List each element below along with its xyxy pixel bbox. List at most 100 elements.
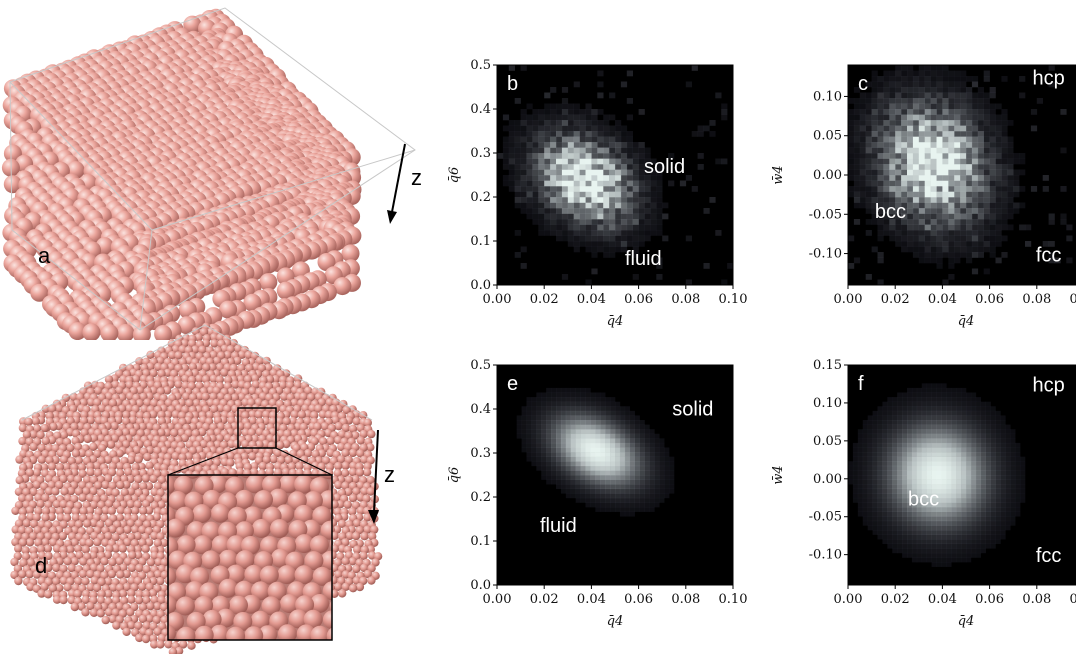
sphere <box>86 583 95 592</box>
panel-letter-c: c <box>858 73 868 95</box>
sphere <box>171 410 180 419</box>
sphere <box>73 442 83 452</box>
sphere <box>223 350 232 360</box>
inset-sphere <box>280 594 299 614</box>
sphere <box>132 445 141 455</box>
sphere <box>362 494 371 503</box>
sphere <box>22 430 32 439</box>
y-tick-label: 0.00 <box>813 472 842 487</box>
sphere <box>348 557 357 566</box>
sphere <box>122 627 131 636</box>
sphere <box>100 602 109 612</box>
sphere <box>255 428 264 437</box>
sphere <box>367 429 376 439</box>
sphere <box>78 469 87 478</box>
sphere <box>187 641 196 650</box>
sphere <box>123 525 132 534</box>
sphere <box>135 633 144 643</box>
sphere <box>281 467 291 477</box>
sphere <box>231 380 240 389</box>
sphere <box>181 374 190 384</box>
sphere <box>47 462 57 471</box>
sphere <box>347 571 356 580</box>
inset-sphere <box>176 535 196 555</box>
sphere <box>127 576 136 585</box>
sphere <box>359 563 369 573</box>
inset-sphere <box>251 519 271 538</box>
y-tick-label: 0.00 <box>813 168 842 183</box>
sphere <box>179 640 188 649</box>
sphere <box>101 506 110 515</box>
sphere <box>348 584 358 593</box>
sphere <box>103 550 113 560</box>
annotation-bcc: bcc <box>875 201 906 223</box>
inset-sphere <box>279 475 299 494</box>
inset-sphere <box>254 551 274 571</box>
inset-sphere <box>312 506 332 526</box>
inset-sphere <box>168 582 186 602</box>
sphere <box>134 596 144 605</box>
inset-sphere <box>321 475 332 480</box>
sphere <box>18 423 28 433</box>
x-tick-label: 0.04 <box>577 592 606 607</box>
sphere <box>115 513 125 522</box>
x-tick-label: 0.06 <box>975 292 1004 307</box>
sphere <box>44 474 54 483</box>
sphere <box>264 363 273 372</box>
inset-sphere <box>244 626 264 640</box>
sphere <box>249 467 259 477</box>
chart-f: 0.00 0.02 0.04 0.06 0.08 0.10 0.15 0.10 0.05 0.00… <box>771 358 1076 629</box>
sphere <box>76 422 85 431</box>
sphere <box>206 398 215 408</box>
sphere <box>209 333 219 342</box>
sphere <box>134 621 143 630</box>
sphere <box>58 411 67 421</box>
x-tick-label: 0.10 <box>1070 592 1076 607</box>
sphere <box>40 582 49 591</box>
sphere <box>366 456 375 465</box>
y-tick-label: 0.4 <box>470 402 491 417</box>
sphere <box>118 589 128 598</box>
sphere <box>86 569 95 579</box>
sphere <box>81 545 91 554</box>
heatmap-cells <box>516 387 675 517</box>
heatmap-cells <box>848 65 1073 286</box>
sphere <box>359 429 368 439</box>
sphere <box>32 480 41 490</box>
sphere <box>81 608 90 617</box>
inset-sphere <box>294 565 314 585</box>
sphere <box>241 428 250 437</box>
sphere <box>192 457 201 467</box>
sphere <box>67 563 77 573</box>
sphere <box>59 474 68 484</box>
sphere <box>19 558 28 568</box>
annotation-bcc: bcc <box>908 488 939 510</box>
sphere <box>25 506 34 515</box>
sphere <box>187 375 197 385</box>
sphere <box>150 531 159 540</box>
x-tick-label: 0.02 <box>881 292 910 307</box>
sphere <box>156 576 165 586</box>
sphere <box>334 422 343 431</box>
inset-sphere <box>174 475 193 495</box>
sphere <box>248 452 257 461</box>
sphere <box>142 565 151 574</box>
sphere <box>153 570 163 579</box>
sphere <box>47 512 56 522</box>
sphere <box>360 487 369 496</box>
sphere <box>157 428 166 437</box>
sphere <box>351 475 360 484</box>
sphere <box>300 455 309 464</box>
sphere <box>82 323 101 340</box>
sphere <box>81 595 91 604</box>
sphere <box>157 410 166 420</box>
sphere <box>52 595 62 604</box>
y-tick-label: 0.5 <box>470 58 491 73</box>
sphere <box>18 494 27 503</box>
sphere <box>44 551 53 561</box>
sphere <box>111 488 120 497</box>
sphere <box>149 474 158 484</box>
sphere <box>73 544 83 553</box>
sphere <box>66 545 75 554</box>
sphere <box>62 513 72 523</box>
